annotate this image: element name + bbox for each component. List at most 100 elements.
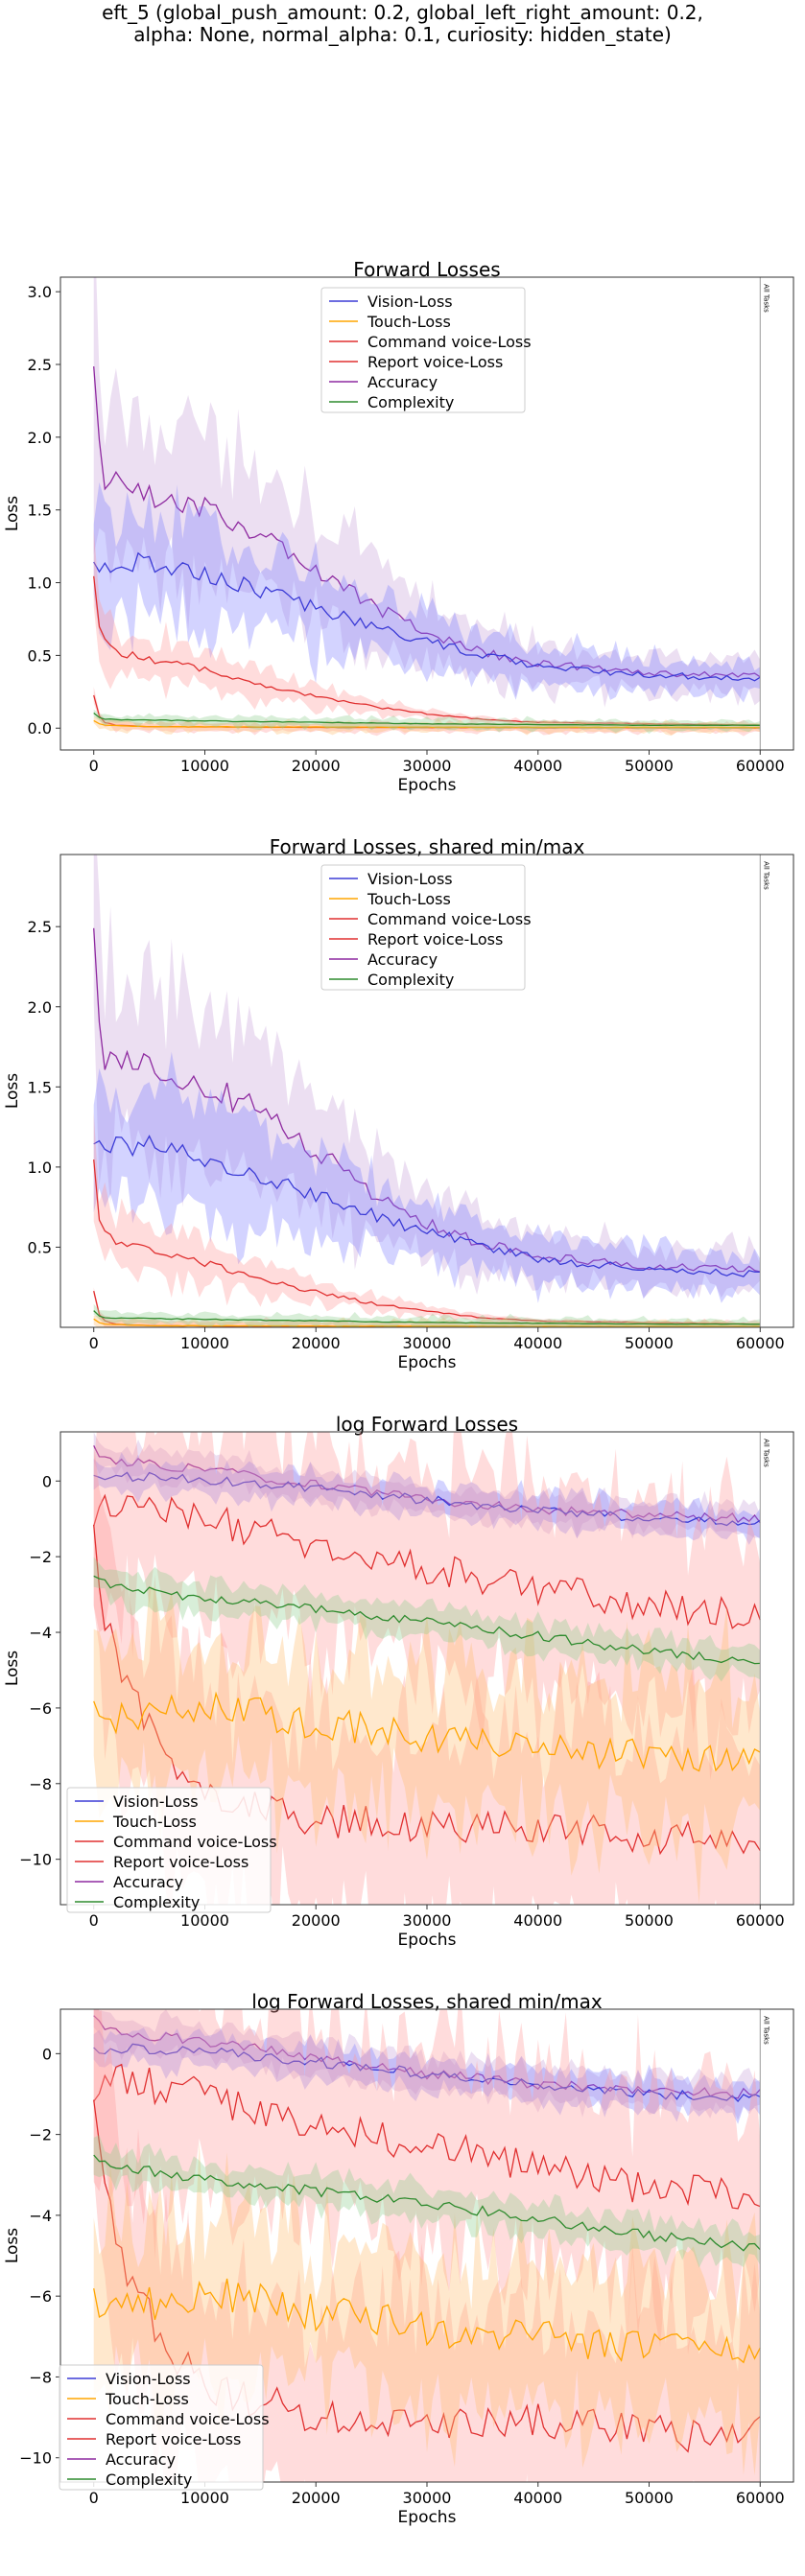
legend: Vision-Loss Touch-Loss Command voice-Loss R… [66,1787,277,1913]
legend-label-vision-loss: Vision-Loss [367,870,453,888]
chart-title: Forward Losses, shared min/max [270,836,585,858]
series-line-vision-loss [93,1471,761,1527]
figure-suptitle: eft_5 (global_push_amount: 0.2, global_l… [0,2,805,46]
series-line-touch-loss [93,1691,761,1772]
chart-panel-forward-losses-shared: Forward Losses, shared min/max All Tasks 0… [0,835,805,1421]
legend-label-command-voice-loss: Command voice-Loss [367,333,532,351]
series-line-vision-loss [93,1135,761,1277]
legend-label-complexity: Complexity [367,971,454,989]
x-tick-label: 10000 [180,757,229,775]
series-line-command-voice-loss [93,575,761,726]
x-tick-label: 20000 [292,1334,341,1352]
x-axis-label: Epochs [398,776,457,795]
band-command-voice-loss [93,1432,761,1781]
y-tick-label: −10 [19,2449,52,2468]
legend-box [59,2364,264,2491]
legend-label-vision-loss: Vision-Loss [367,293,453,311]
y-tick-label: −8 [29,1775,52,1793]
x-tick-label: 40000 [513,1911,562,1930]
legend-label-report-voice-loss: Report voice-Loss [106,2430,241,2448]
band-command-voice-loss [93,1112,761,1325]
band-touch-loss [93,1585,761,1904]
legend-label-accuracy: Accuracy [367,950,438,969]
series-line-touch-loss [93,2278,761,2364]
y-tick-label: 0 [42,1472,52,1490]
legend-label-accuracy: Accuracy [367,373,438,391]
x-tick-label: 20000 [292,1911,341,1930]
chart-panel-forward-losses: Forward Losses All Tasks 0 10000 20000 30000 4… [0,258,805,844]
x-tick-label: 40000 [513,1334,562,1352]
chart-forward-losses-svg: Forward Losses All Tasks 0 10000 20000 30000 4… [3,258,794,795]
all-tasks-marker-label: All Tasks [762,861,769,890]
y-tick-label: 2.5 [28,356,52,374]
series-line-accuracy [93,927,761,1273]
x-tick-label: 30000 [403,1911,452,1930]
y-tick-label: −4 [29,2207,52,2225]
band-vision-loss [93,1051,761,1303]
y-tick-label: 0 [42,2045,52,2063]
x-tick-label: 40000 [513,757,562,775]
x-tick-label: 30000 [403,757,452,775]
x-tick-label: 0 [89,1911,99,1930]
chart-forward-losses-shared-svg: Forward Losses, shared min/max All Tasks 0… [3,835,794,1372]
x-tick-label: 20000 [292,757,341,775]
legend-label-complexity: Complexity [367,393,454,411]
y-tick-label: −6 [29,1699,52,1718]
x-tick-label: 20000 [292,2489,341,2507]
band-accuracy [93,1432,761,1539]
legend-label-touch-loss: Touch-Loss [367,313,451,331]
series-line-complexity [93,1310,761,1325]
series-line-complexity [93,2154,761,2252]
legend-label-command-voice-loss: Command voice-Loss [106,2410,270,2428]
y-tick-label: 2.5 [28,918,52,936]
band-report-voice-loss [93,2009,761,2482]
y-tick-label: 3.0 [28,283,52,301]
y-tick-label: 0.5 [28,1238,52,1256]
series-line-command-voice-loss [93,1159,761,1325]
chart-panel-log-forward-losses-shared: log Forward Losses, shared min/max All Ta… [0,1990,805,2576]
legend-label-touch-loss: Touch-Loss [367,890,451,908]
chart-title: log Forward Losses [336,1414,518,1436]
legend-label-report-voice-loss: Report voice-Loss [367,353,503,371]
band-accuracy [93,2009,761,2120]
y-tick-label: 2.0 [28,429,52,447]
suptitle-line-1: eft_5 (global_push_amount: 0.2, global_l… [102,1,703,24]
chart-panel-log-forward-losses: log Forward Losses All Tasks 0 10000 20000 30… [0,1413,805,1999]
x-tick-label: 10000 [180,1911,229,1930]
y-tick-label: −4 [29,1624,52,1642]
x-axis-label: Epochs [398,1931,457,1950]
x-tick-label: 60000 [736,1911,785,1930]
y-tick-label: −2 [29,2126,52,2144]
y-tick-label: −10 [19,1851,52,1869]
band-accuracy [93,277,761,708]
series-line-complexity [93,712,761,727]
y-tick-label: 0.5 [28,646,52,665]
x-tick-label: 60000 [736,757,785,775]
band-touch-loss [93,2141,761,2476]
band-touch-loss [93,716,761,737]
y-tick-label: 1.5 [28,1078,52,1096]
series-line-accuracy [93,2015,761,2099]
band-command-voice-loss [93,2009,761,2355]
series-line-command-voice-loss [93,2063,761,2210]
x-tick-label: 60000 [736,2489,785,2507]
plot-area [93,2009,761,2482]
band-command-voice-loss [93,528,761,727]
y-tick-label: −8 [29,2368,52,2386]
chart-log-forward-losses-shared-svg: log Forward Losses, shared min/max All Ta… [3,1990,794,2527]
band-vision-loss [93,481,761,703]
plot-area [93,855,761,1327]
x-axis-label: Epochs [398,2508,457,2527]
legend-label-report-voice-loss: Report voice-Loss [113,1853,249,1871]
legend-label-complexity: Complexity [106,2471,192,2489]
band-vision-loss [93,1452,761,1545]
y-tick-label: 2.0 [28,998,52,1017]
x-tick-label: 50000 [625,1911,674,1930]
chart-log-forward-losses-svg: log Forward Losses All Tasks 0 10000 20000 30… [3,1413,794,1950]
series-line-command-voice-loss [93,1493,761,1629]
y-tick-label: −2 [29,1548,52,1566]
legend-label-report-voice-loss: Report voice-Loss [367,930,503,948]
series-line-touch-loss [93,1318,761,1327]
x-tick-label: 60000 [736,1334,785,1352]
legend-box [320,287,526,413]
